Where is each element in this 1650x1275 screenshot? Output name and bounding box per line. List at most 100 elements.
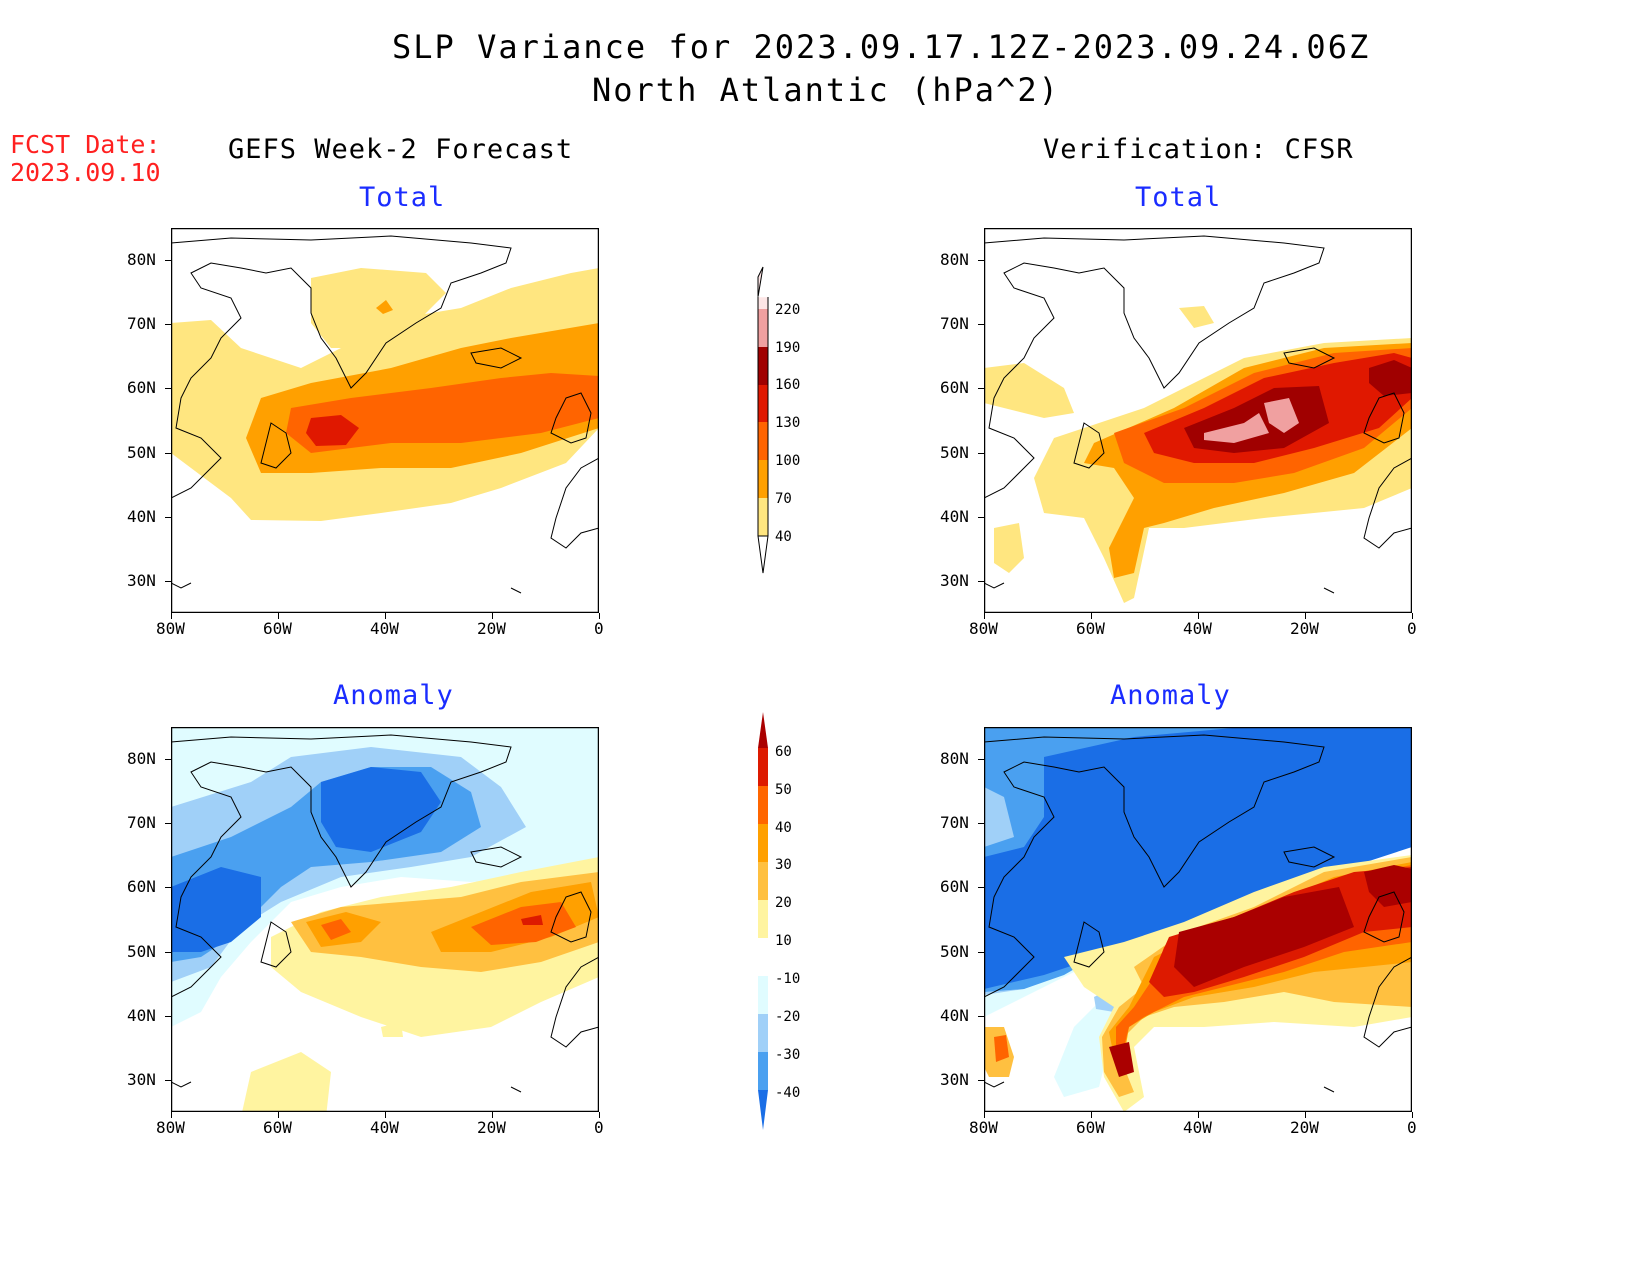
forecast-total-lat-tick-label: 70N — [127, 314, 156, 334]
verify-total-lat-tick-mark — [978, 324, 984, 326]
colorbar-anomaly-label: -40 — [775, 1085, 800, 1101]
colorbar-total-label: 190 — [775, 340, 800, 356]
verify-total-lat-tick-mark — [978, 452, 984, 454]
verify-total-lon-tick-mark — [1305, 613, 1306, 619]
colorbar-total-swatch — [758, 422, 768, 460]
colorbar-total-label: 70 — [775, 491, 792, 507]
forecast-total-lat-tick-label: 50N — [127, 442, 156, 462]
verify-anomaly-lon-tick-label: 60W — [1076, 1118, 1105, 1137]
verify-anomaly-lat-tick-label: 70N — [940, 813, 969, 833]
forecast-anomaly-lon-tick-label: 60W — [263, 1118, 292, 1137]
colorbar-anomaly-label: 10 — [775, 933, 792, 949]
verify-anomaly-lat-tick-label: 80N — [940, 749, 969, 769]
colorbar-anomaly-top-cap — [758, 712, 768, 748]
colorbar-anomaly: 60 50 40 30 20 10 -10 -20 -30 -40 — [758, 712, 800, 1130]
verify-total-lon-tick-label: 80W — [969, 619, 998, 638]
fcst-date-value: 2023.09.10 — [10, 158, 161, 187]
forecast-total-lon-tick-mark — [278, 613, 279, 619]
verify-total-lat-tick-label: 70N — [940, 314, 969, 334]
forecast-anomaly-subtitle: Anomaly — [333, 680, 454, 711]
colorbar-anomaly-swatch — [758, 1014, 768, 1052]
verify-anomaly-lat-tick-mark — [978, 1079, 984, 1081]
verify-anomaly-lon-tick-label: 20W — [1290, 1118, 1319, 1137]
colorbar-anomaly-label: -20 — [775, 1009, 800, 1025]
colorbar-anomaly-swatch — [758, 748, 768, 786]
forecast-anomaly-lat-tick-mark — [165, 823, 171, 825]
forecast-anomaly-lon-tick-mark — [278, 1112, 279, 1118]
colorbar-anomaly-swatch — [758, 1052, 768, 1090]
forecast-anomaly-lon-tick-label: 40W — [370, 1118, 399, 1137]
colorbar-total-label: 100 — [775, 453, 800, 469]
forecast-anomaly-lat-tick-label: 30N — [127, 1069, 156, 1089]
colorbar-total-label: 40 — [775, 529, 792, 545]
forecast-total-lat-tick-label: 30N — [127, 570, 156, 590]
forecast-total-lat-tick-mark — [165, 324, 171, 326]
verify-anomaly-lat-tick-label: 40N — [940, 1005, 969, 1025]
verify-total-lon-tick-mark — [984, 613, 985, 619]
verify-total-lat-tick-label: 60N — [940, 378, 969, 398]
verify-total-lon-tick-mark — [1091, 613, 1092, 619]
forecast-anomaly-lat-tick-mark — [165, 759, 171, 761]
verify-anomaly-lat-tick-label: 30N — [940, 1069, 969, 1089]
verify-anomaly-lon-tick-mark — [984, 1112, 985, 1118]
forecast-total-subtitle: Total — [359, 182, 446, 213]
verify-anomaly-lat-tick-mark — [978, 823, 984, 825]
forecast-anomaly-map — [171, 727, 599, 1112]
verify-total-lat-tick-label: 40N — [940, 506, 969, 526]
colorbar-anomaly-label: 50 — [775, 782, 792, 798]
forecast-anomaly-lon-tick-mark — [492, 1112, 493, 1118]
forecast-total-lat-tick-mark — [165, 388, 171, 390]
forecast-total-lat-tick-mark — [165, 452, 171, 454]
forecast-column-heading: GEFS Week-2 Forecast — [228, 134, 574, 165]
forecast-total-lat-tick-label: 80N — [127, 250, 156, 270]
chart-title-line1: SLP Variance for 2023.09.17.12Z-2023.09.… — [392, 28, 1371, 66]
colorbar-anomaly-label: 30 — [775, 857, 792, 873]
forecast-total-lon-tick-label: 20W — [477, 619, 506, 638]
verify-total-lat-tick-label: 80N — [940, 250, 969, 270]
forecast-total-lon-tick-mark — [599, 613, 600, 619]
verify-anomaly-lon-tick-label: 80W — [969, 1118, 998, 1137]
forecast-anomaly-lon-tick-label: 20W — [477, 1118, 506, 1137]
forecast-total-lat-tick-label: 60N — [127, 378, 156, 398]
colorbar-total-swatch — [758, 309, 768, 347]
fcst-date-label: FCST Date: — [10, 130, 161, 159]
forecast-anomaly-lat-tick-label: 80N — [127, 749, 156, 769]
forecast-anomaly-lon-tick-mark — [385, 1112, 386, 1118]
verify-total-subtitle: Total — [1135, 182, 1222, 213]
verification-column-heading: Verification: CFSR — [1043, 134, 1354, 165]
verify-anomaly-lon-tick-label: 0 — [1407, 1118, 1417, 1137]
verify-total-lat-tick-label: 30N — [940, 570, 969, 590]
forecast-anomaly-lon-tick-mark — [171, 1112, 172, 1118]
verify-anomaly-lon-tick-mark — [1412, 1112, 1413, 1118]
forecast-total-lat-tick-label: 40N — [127, 506, 156, 526]
verify-total-lat-tick-mark — [978, 580, 984, 582]
verify-total-map — [984, 228, 1412, 613]
verify-anomaly-lat-tick-mark — [978, 1015, 984, 1017]
forecast-total-lat-tick-mark — [165, 580, 171, 582]
colorbar-anomaly-label: -10 — [775, 971, 800, 987]
verify-total-lat-tick-label: 50N — [940, 442, 969, 462]
verify-anomaly-subtitle: Anomaly — [1110, 680, 1231, 711]
verify-anomaly-lon-tick-mark — [1091, 1112, 1092, 1118]
forecast-anomaly-lat-tick-mark — [165, 887, 171, 889]
colorbar-total-swatch — [758, 347, 768, 385]
verify-anomaly-lat-tick-label: 60N — [940, 877, 969, 897]
forecast-total-map — [171, 228, 599, 613]
colorbar-anomaly-swatch — [758, 976, 768, 1014]
verify-total-lat-tick-mark — [978, 388, 984, 390]
forecast-total-lon-tick-mark — [385, 613, 386, 619]
verify-anomaly-lon-tick-label: 40W — [1183, 1118, 1212, 1137]
colorbar-total: 220 190 160 130 100 70 40 — [757, 266, 800, 574]
colorbar-total-label: 130 — [775, 415, 800, 431]
forecast-total-lon-tick-mark — [171, 613, 172, 619]
forecast-anomaly-lat-tick-label: 50N — [127, 941, 156, 961]
forecast-total-lat-tick-mark — [165, 260, 171, 262]
forecast-anomaly-lon-tick-label: 0 — [594, 1118, 604, 1137]
chart-title-line2: North Atlantic (hPa^2) — [592, 71, 1060, 109]
forecast-anomaly-lat-tick-mark — [165, 1079, 171, 1081]
verify-anomaly-lon-tick-mark — [1305, 1112, 1306, 1118]
colorbar-anomaly-label: 40 — [775, 820, 792, 836]
forecast-anomaly-lat-tick-mark — [165, 951, 171, 953]
colorbar-total-top-cap — [757, 266, 764, 298]
forecast-total-lon-tick-label: 0 — [594, 619, 604, 638]
